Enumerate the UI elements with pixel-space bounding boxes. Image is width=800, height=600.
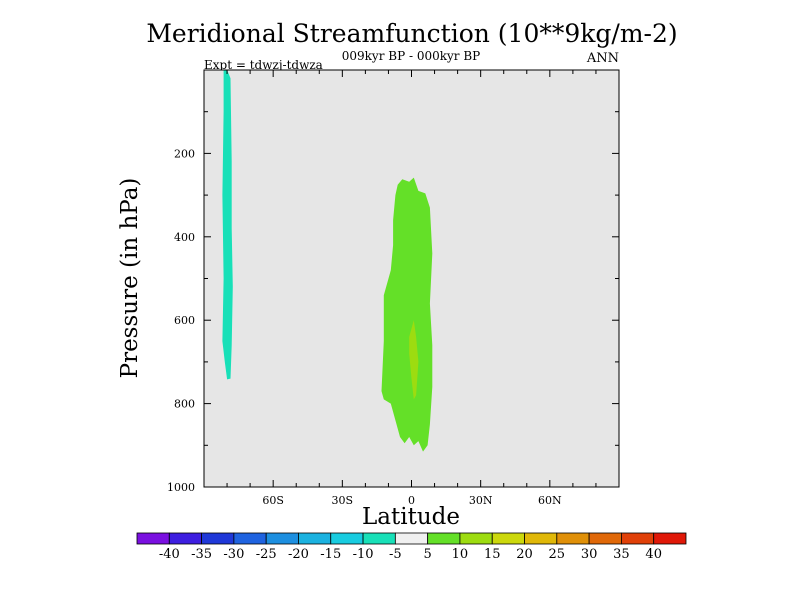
- colorbar-swatch: [201, 532, 235, 545]
- colorbar-label: -15: [320, 547, 341, 562]
- colorbar-swatch: [136, 532, 170, 545]
- contour-layer: [222, 70, 433, 452]
- colorbar-label: -10: [353, 547, 374, 562]
- x-tick-label: 60S: [262, 494, 284, 507]
- colorbar-label: 30: [581, 547, 598, 562]
- colorbar-label: 15: [484, 547, 501, 562]
- colorbar-label: 25: [549, 547, 566, 562]
- y-tick-label: 400: [174, 231, 195, 244]
- positive-cell-eq: [381, 177, 433, 452]
- colorbar-swatch: [621, 532, 655, 545]
- colorbar-swatch: [298, 532, 332, 545]
- colorbar-swatch: [362, 532, 396, 545]
- chart-subtitle: 009kyr BP - 000kyr BP: [342, 49, 480, 63]
- colorbar-label: -25: [256, 547, 277, 562]
- colorbar-label: -5: [389, 547, 402, 562]
- colorbar-swatch: [653, 532, 687, 545]
- x-tick-label: 0: [408, 494, 415, 507]
- colorbar-swatch: [265, 532, 299, 545]
- y-axis-label: Pressure (in hPa): [117, 178, 143, 379]
- colorbar-label: -20: [288, 547, 309, 562]
- x-tick-labels: 60S 30S 0 30N 60N: [262, 494, 562, 507]
- y-tick-label: 800: [174, 398, 195, 411]
- colorbar-swatch: [556, 532, 590, 545]
- colorbar-swatch: [233, 532, 267, 545]
- negative-cell-sh: [222, 70, 233, 380]
- colorbar-label: -35: [191, 547, 212, 562]
- experiment-label: Expt = tdwzj-tdwza: [204, 58, 323, 72]
- minor-ticks: [204, 70, 619, 487]
- x-tick-label: 30N: [469, 494, 493, 507]
- colorbar-swatch: [524, 532, 558, 545]
- x-tick-label: 60N: [538, 494, 562, 507]
- colorbar-swatch: [491, 532, 525, 545]
- colorbar-swatch: [168, 532, 202, 545]
- colorbar-swatch: [588, 532, 622, 545]
- colorbar-label: 20: [516, 547, 533, 562]
- colorbar-labels: -40 -35 -30 -25 -20 -15 -10 -5 5 10 15 20 25 30 35 40: [159, 547, 662, 562]
- chart-title: Meridional Streamfunction (10**9kg/m-2): [146, 19, 677, 48]
- colorbar-label: -30: [223, 547, 244, 562]
- colorbar: [136, 532, 687, 545]
- colorbar-label: 35: [613, 547, 630, 562]
- colorbar-label: 40: [645, 547, 662, 562]
- colorbar-swatch: [427, 532, 461, 545]
- colorbar-label: 10: [452, 547, 469, 562]
- y-tick-label: 600: [174, 314, 195, 327]
- x-tick-label: 30S: [332, 494, 354, 507]
- colorbar-label: 5: [424, 547, 432, 562]
- colorbar-swatch: [330, 532, 364, 545]
- colorbar-swatch: [394, 532, 429, 545]
- colorbar-swatch: [459, 532, 493, 545]
- y-tick-labels: 200 400 600 800 1000: [167, 147, 195, 494]
- plot-frame: [203, 69, 620, 488]
- x-axis-label: Latitude: [362, 504, 460, 530]
- positive-core-eq: [409, 320, 419, 400]
- colorbar-label: -40: [159, 547, 180, 562]
- y-tick-label: 1000: [167, 481, 195, 494]
- season-label: ANN: [586, 51, 619, 66]
- y-tick-label: 200: [174, 147, 195, 160]
